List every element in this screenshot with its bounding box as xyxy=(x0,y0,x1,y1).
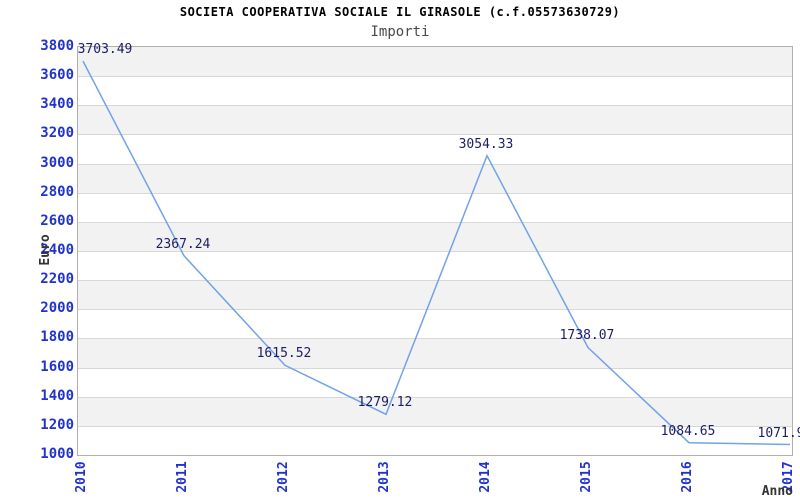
x-tick-label: 2012 xyxy=(276,461,291,493)
y-tick-label: 1800 xyxy=(40,329,74,346)
data-point-label: 2367.24 xyxy=(155,236,211,252)
x-tick-label: 2013 xyxy=(377,461,392,493)
y-gridline xyxy=(78,425,792,427)
plot-band xyxy=(78,396,792,426)
y-gridline xyxy=(78,338,792,340)
y-tick-label: 1600 xyxy=(40,358,74,375)
y-tick-label: 3000 xyxy=(40,154,74,171)
data-point-label: 1279.12 xyxy=(357,395,413,411)
data-point-label: 1084.65 xyxy=(660,423,716,439)
y-tick-label: 3800 xyxy=(40,38,74,54)
plot-band xyxy=(78,163,792,193)
x-tick-label: 2015 xyxy=(579,461,594,493)
y-gridline xyxy=(78,251,792,252)
y-gridline xyxy=(78,76,792,78)
data-point-label: 1615.52 xyxy=(256,346,312,362)
y-axis-title: Euro xyxy=(38,234,53,266)
y-gridline xyxy=(78,134,792,136)
plot-band xyxy=(78,280,792,310)
y-tick-label: 3200 xyxy=(40,125,74,142)
y-gridline xyxy=(78,221,792,223)
y-gridline xyxy=(78,105,792,107)
y-tick-label: 2000 xyxy=(40,300,74,317)
y-gridline xyxy=(78,280,792,282)
x-tick-label: 2010 xyxy=(74,461,89,493)
plot-band xyxy=(78,309,792,339)
plot-band xyxy=(78,105,792,135)
y-gridline xyxy=(78,367,792,369)
y-tick-label: 2800 xyxy=(40,183,74,200)
plot-band xyxy=(78,425,792,455)
y-gridline xyxy=(78,396,792,398)
plot-svg xyxy=(82,60,791,446)
plot-band xyxy=(78,221,792,251)
x-tick-label: 2014 xyxy=(478,461,493,493)
y-gridline xyxy=(78,163,792,165)
importi-line xyxy=(82,60,791,446)
y-tick-label: 3400 xyxy=(40,96,74,113)
y-gridline xyxy=(78,192,792,194)
plot-band xyxy=(78,192,792,222)
chart-title: SOCIETA COOPERATIVA SOCIALE IL GIRASOLE … xyxy=(179,5,621,19)
y-tick-label: 2600 xyxy=(40,212,74,229)
y-tick-label: 3600 xyxy=(40,67,74,84)
y-tick-label: 2400 xyxy=(40,242,74,258)
plot-band xyxy=(78,134,792,164)
data-point-label: 1071.9 xyxy=(757,425,800,441)
plot-band xyxy=(78,76,792,106)
chart-subtitle: Importi xyxy=(370,24,430,40)
plot-band xyxy=(78,251,792,281)
plot-band xyxy=(78,367,792,397)
plot-band xyxy=(78,47,792,77)
data-point-label: 3703.49 xyxy=(77,42,133,58)
y-tick-label: 1400 xyxy=(40,387,74,404)
data-point-label: 1738.07 xyxy=(559,328,615,344)
y-tick-label: 1000 xyxy=(40,446,74,462)
plot-band xyxy=(78,338,792,368)
y-tick-label: 1200 xyxy=(40,416,74,433)
x-axis-title: Anno xyxy=(761,484,793,499)
plot-area xyxy=(77,46,793,456)
y-gridline xyxy=(78,309,792,311)
y-tick-label: 2200 xyxy=(40,271,74,288)
data-point-label: 3054.33 xyxy=(458,136,514,152)
x-tick-label: 2011 xyxy=(175,461,190,493)
